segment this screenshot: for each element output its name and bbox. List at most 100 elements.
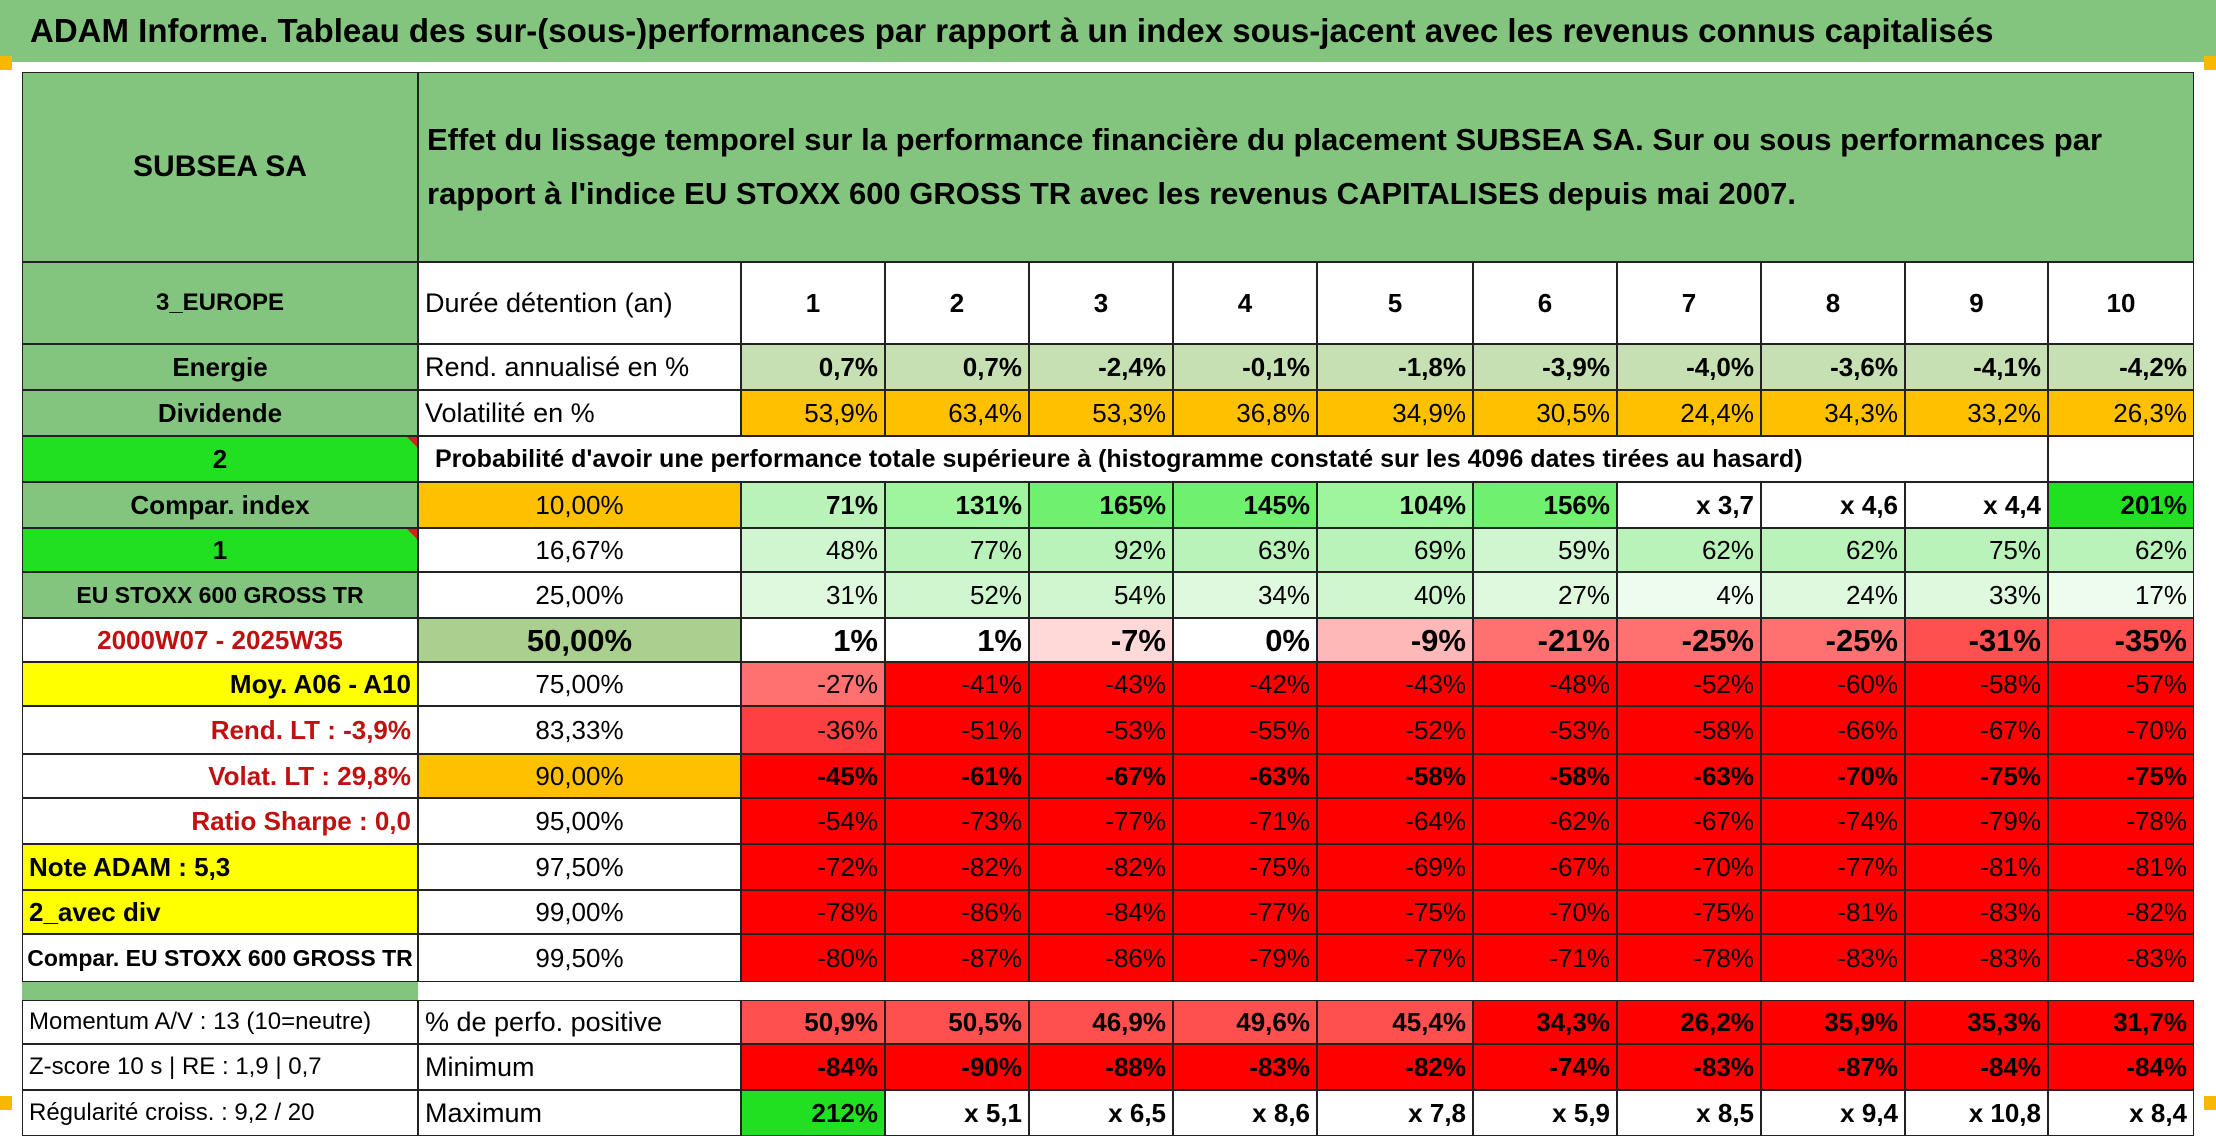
year-header: 7 (1617, 262, 1761, 344)
percentile-value: -83% (1905, 934, 2048, 982)
probability-blank (2048, 436, 2194, 482)
percentile-value: 52% (885, 572, 1029, 618)
compar-full-label: Compar. EU STOXX 600 GROSS TR (22, 934, 418, 982)
percentile-value: -71% (1173, 798, 1317, 844)
index-name-label: EU STOXX 600 GROSS TR (22, 572, 418, 618)
percentile-value: -82% (2048, 890, 2194, 934)
minimum-value: -83% (1173, 1044, 1317, 1090)
minimum-label: Minimum (418, 1044, 741, 1090)
spacer-blank (418, 982, 2194, 1000)
percentile-value: -82% (1029, 844, 1173, 890)
percentile-value: 33% (1905, 572, 2048, 618)
percentile-value: -73% (885, 798, 1029, 844)
maximum-value: x 6,5 (1029, 1090, 1173, 1136)
percentile-value: 165% (1029, 482, 1173, 528)
percentile-value: 4% (1617, 572, 1761, 618)
percentile-label: 25,00% (418, 572, 741, 618)
percentile-value: -57% (2048, 662, 2194, 706)
note-adam-label: Note ADAM : 5,3 (22, 844, 418, 890)
return-value: -0,1% (1173, 344, 1317, 390)
positive-value: 50,9% (741, 1000, 885, 1044)
return-value: 0,7% (885, 344, 1029, 390)
percentile-value: -75% (1317, 890, 1473, 934)
minimum-value: -82% (1317, 1044, 1473, 1090)
volatility-value: 53,3% (1029, 390, 1173, 436)
regularite-label: Régularité croiss. : 9,2 / 20 (22, 1090, 418, 1136)
percentile-value: -64% (1317, 798, 1473, 844)
volatility-value: 34,3% (1761, 390, 1905, 436)
percentile-value: -58% (1617, 706, 1761, 754)
percentile-value: -7% (1029, 618, 1173, 662)
table-description: Effet du lissage temporel sur la perform… (418, 72, 2194, 262)
percentile-value: -78% (741, 890, 885, 934)
percentile-value: -9% (1317, 618, 1473, 662)
corner-mark-bottom-left (0, 1096, 12, 1110)
percentile-label: 50,00% (418, 618, 741, 662)
percentile-value: x 4,6 (1761, 482, 1905, 528)
minimum-value: -90% (885, 1044, 1029, 1090)
maximum-value: x 9,4 (1761, 1090, 1905, 1136)
percentile-value: 62% (1761, 528, 1905, 572)
positive-value: 26,2% (1617, 1000, 1761, 1044)
percentile-value: -41% (885, 662, 1029, 706)
percentile-value: -75% (2048, 754, 2194, 798)
percentile-value: -60% (1761, 662, 1905, 706)
percentile-value: 54% (1029, 572, 1173, 618)
minimum-value: -74% (1473, 1044, 1617, 1090)
percentile-value: 1% (885, 618, 1029, 662)
percentile-value: -62% (1473, 798, 1617, 844)
percentile-value: -35% (2048, 618, 2194, 662)
percentile-value: -84% (1029, 890, 1173, 934)
percentile-value: -81% (1761, 890, 1905, 934)
percentile-value: 31% (741, 572, 885, 618)
percentile-value: -53% (1029, 706, 1173, 754)
percentile-label: 97,50% (418, 844, 741, 890)
probability-caption: Probabilité d'avoir une performance tota… (418, 436, 2048, 482)
percentile-value: -86% (1029, 934, 1173, 982)
percentile-value: -63% (1617, 754, 1761, 798)
percentile-value: -36% (741, 706, 885, 754)
momentum-label: Momentum A/V : 13 (10=neutre) (22, 1000, 418, 1044)
percentile-value: 62% (2048, 528, 2194, 572)
positive-value: 46,9% (1029, 1000, 1173, 1044)
minimum-value: -88% (1029, 1044, 1173, 1090)
percentile-value: 40% (1317, 572, 1473, 618)
percentile-value: 34% (1173, 572, 1317, 618)
percentile-value: -83% (1905, 890, 2048, 934)
percentile-value: -77% (1317, 934, 1473, 982)
moyenne-label: Moy. A06 - A10 (22, 662, 418, 706)
return-value: 0,7% (741, 344, 885, 390)
type-label: Dividende (22, 390, 418, 436)
percentile-value: -45% (741, 754, 885, 798)
percentile-value: -80% (741, 934, 885, 982)
maximum-label: Maximum (418, 1090, 741, 1136)
percentile-label: 99,50% (418, 934, 741, 982)
percentile-value: 63% (1173, 528, 1317, 572)
percentile-value: -70% (1473, 890, 1617, 934)
percentile-value: 131% (885, 482, 1029, 528)
percentile-value: -77% (1029, 798, 1173, 844)
percentile-value: -42% (1173, 662, 1317, 706)
percentile-value: -79% (1905, 798, 2048, 844)
maximum-value: x 7,8 (1317, 1090, 1473, 1136)
zscore-label: Z-score 10 s | RE : 1,9 | 0,7 (22, 1044, 418, 1090)
percentile-value: -78% (2048, 798, 2194, 844)
return-value: -2,4% (1029, 344, 1173, 390)
percentile-label: 99,00% (418, 890, 741, 934)
percentile-value: -70% (1761, 754, 1905, 798)
year-header: 3 (1029, 262, 1173, 344)
positive-value: 45,4% (1317, 1000, 1473, 1044)
year-header: 1 (741, 262, 885, 344)
volatility-label: Volatilité en % (418, 390, 741, 436)
minimum-value: -84% (1905, 1044, 2048, 1090)
percentile-value: -70% (2048, 706, 2194, 754)
percentile-value: -27% (741, 662, 885, 706)
minimum-value: -83% (1617, 1044, 1761, 1090)
avec-div-label: 2_avec div (22, 890, 418, 934)
percentile-value: -21% (1473, 618, 1617, 662)
percentile-value: 0% (1173, 618, 1317, 662)
sector-label: Energie (22, 344, 418, 390)
sharpe-label: Ratio Sharpe : 0,0 (22, 798, 418, 844)
volatility-value: 30,5% (1473, 390, 1617, 436)
percentile-label: 95,00% (418, 798, 741, 844)
